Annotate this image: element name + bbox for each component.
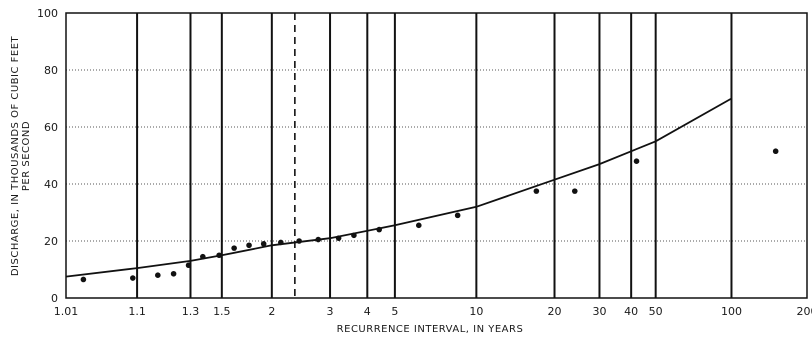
x-tick-label-1_5: 1.5 [213, 305, 231, 318]
data-point-22 [772, 148, 779, 155]
y-tick-label-0: 0 [51, 292, 58, 305]
data-point-4 [170, 270, 177, 277]
x-tick-label-200: 200 [797, 305, 812, 318]
y-axis-title-line2: PER SECOND [21, 121, 32, 191]
data-point-19 [533, 188, 540, 194]
y-axis-title-group: DISCHARGE, IN THOUSANDS OF CUBIC FEET PE… [10, 35, 32, 276]
frequency-curve [65, 97, 732, 278]
x-tick-label-30: 30 [592, 305, 606, 318]
y-tick-label-20: 20 [44, 235, 58, 248]
y-axis-title-line1: DISCHARGE, IN THOUSANDS OF CUBIC FEET [10, 35, 21, 276]
plot-frame [65, 12, 808, 299]
data-point-11 [278, 239, 284, 246]
data-point-15 [351, 232, 357, 239]
x-tick-label-1_3: 1.3 [182, 305, 200, 318]
data-point-10 [260, 241, 267, 247]
x-tick-label-2: 2 [268, 305, 275, 318]
x-tick-label-40: 40 [624, 305, 638, 318]
x-tick-label-3: 3 [327, 305, 334, 318]
data-point-21 [633, 158, 640, 164]
grid-group [66, 13, 807, 298]
x-axis-title: RECURRENCE INTERVAL, IN YEARS [337, 324, 524, 335]
x-tick-label-5: 5 [391, 305, 398, 318]
data-point-18 [454, 212, 461, 219]
data-point-3 [155, 272, 161, 279]
y-tick-label-60: 60 [44, 121, 58, 134]
x-tick-label-100: 100 [721, 305, 742, 318]
x-tick-label-20: 20 [548, 305, 562, 318]
x-tick-label-1_1: 1.1 [128, 305, 146, 318]
data-point-7 [216, 252, 222, 259]
y-tick-label-80: 80 [44, 64, 58, 77]
data-point-5 [185, 262, 192, 269]
data-point-12 [296, 238, 302, 244]
tick-labels-group: 0 20 40 60 80 100 1.01 1.1 1.3 1.5 2 3 4 5 10 20 30 40 50 1… [37, 7, 812, 318]
y-tick-label-100: 100 [37, 7, 58, 20]
data-point-20 [571, 188, 578, 194]
data-point-9 [246, 242, 252, 249]
data-point-8 [231, 245, 237, 251]
x-tick-label-50: 50 [649, 305, 663, 318]
data-point-16 [376, 226, 382, 233]
x-tick-label-4: 4 [364, 305, 371, 318]
data-point-14 [335, 235, 342, 241]
data-point-13 [315, 236, 322, 243]
points-group [80, 148, 779, 283]
data-point-17 [415, 222, 422, 229]
curve-group [65, 97, 732, 278]
x-tick-label-1_01: 1.01 [54, 305, 79, 318]
data-point-2 [130, 275, 136, 281]
data-point-1 [80, 276, 87, 283]
y-tick-label-40: 40 [44, 178, 58, 191]
data-point-6 [199, 253, 206, 260]
x-tick-label-10: 10 [469, 305, 483, 318]
